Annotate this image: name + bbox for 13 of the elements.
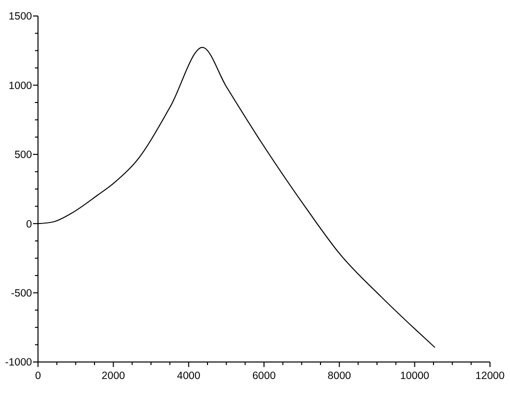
y-tick-label: 500: [14, 149, 32, 162]
x-tick-label: 4000: [176, 370, 201, 382]
y-tick-label: -1000: [5, 356, 32, 369]
x-tick-label: 0: [35, 370, 42, 382]
x-tick-label: 12000: [475, 370, 505, 382]
y-tick-label: 1000: [8, 80, 32, 92]
y-tick-label: 1500: [8, 10, 32, 23]
x-tick-label: 6000: [252, 370, 276, 382]
x-tick-label: 2000: [102, 370, 126, 382]
x-tick-label: 10000: [400, 370, 430, 382]
y-tick-label: 0: [26, 218, 32, 230]
x-tick-label: 8000: [328, 370, 352, 382]
y-tick-label: -500: [10, 287, 32, 300]
